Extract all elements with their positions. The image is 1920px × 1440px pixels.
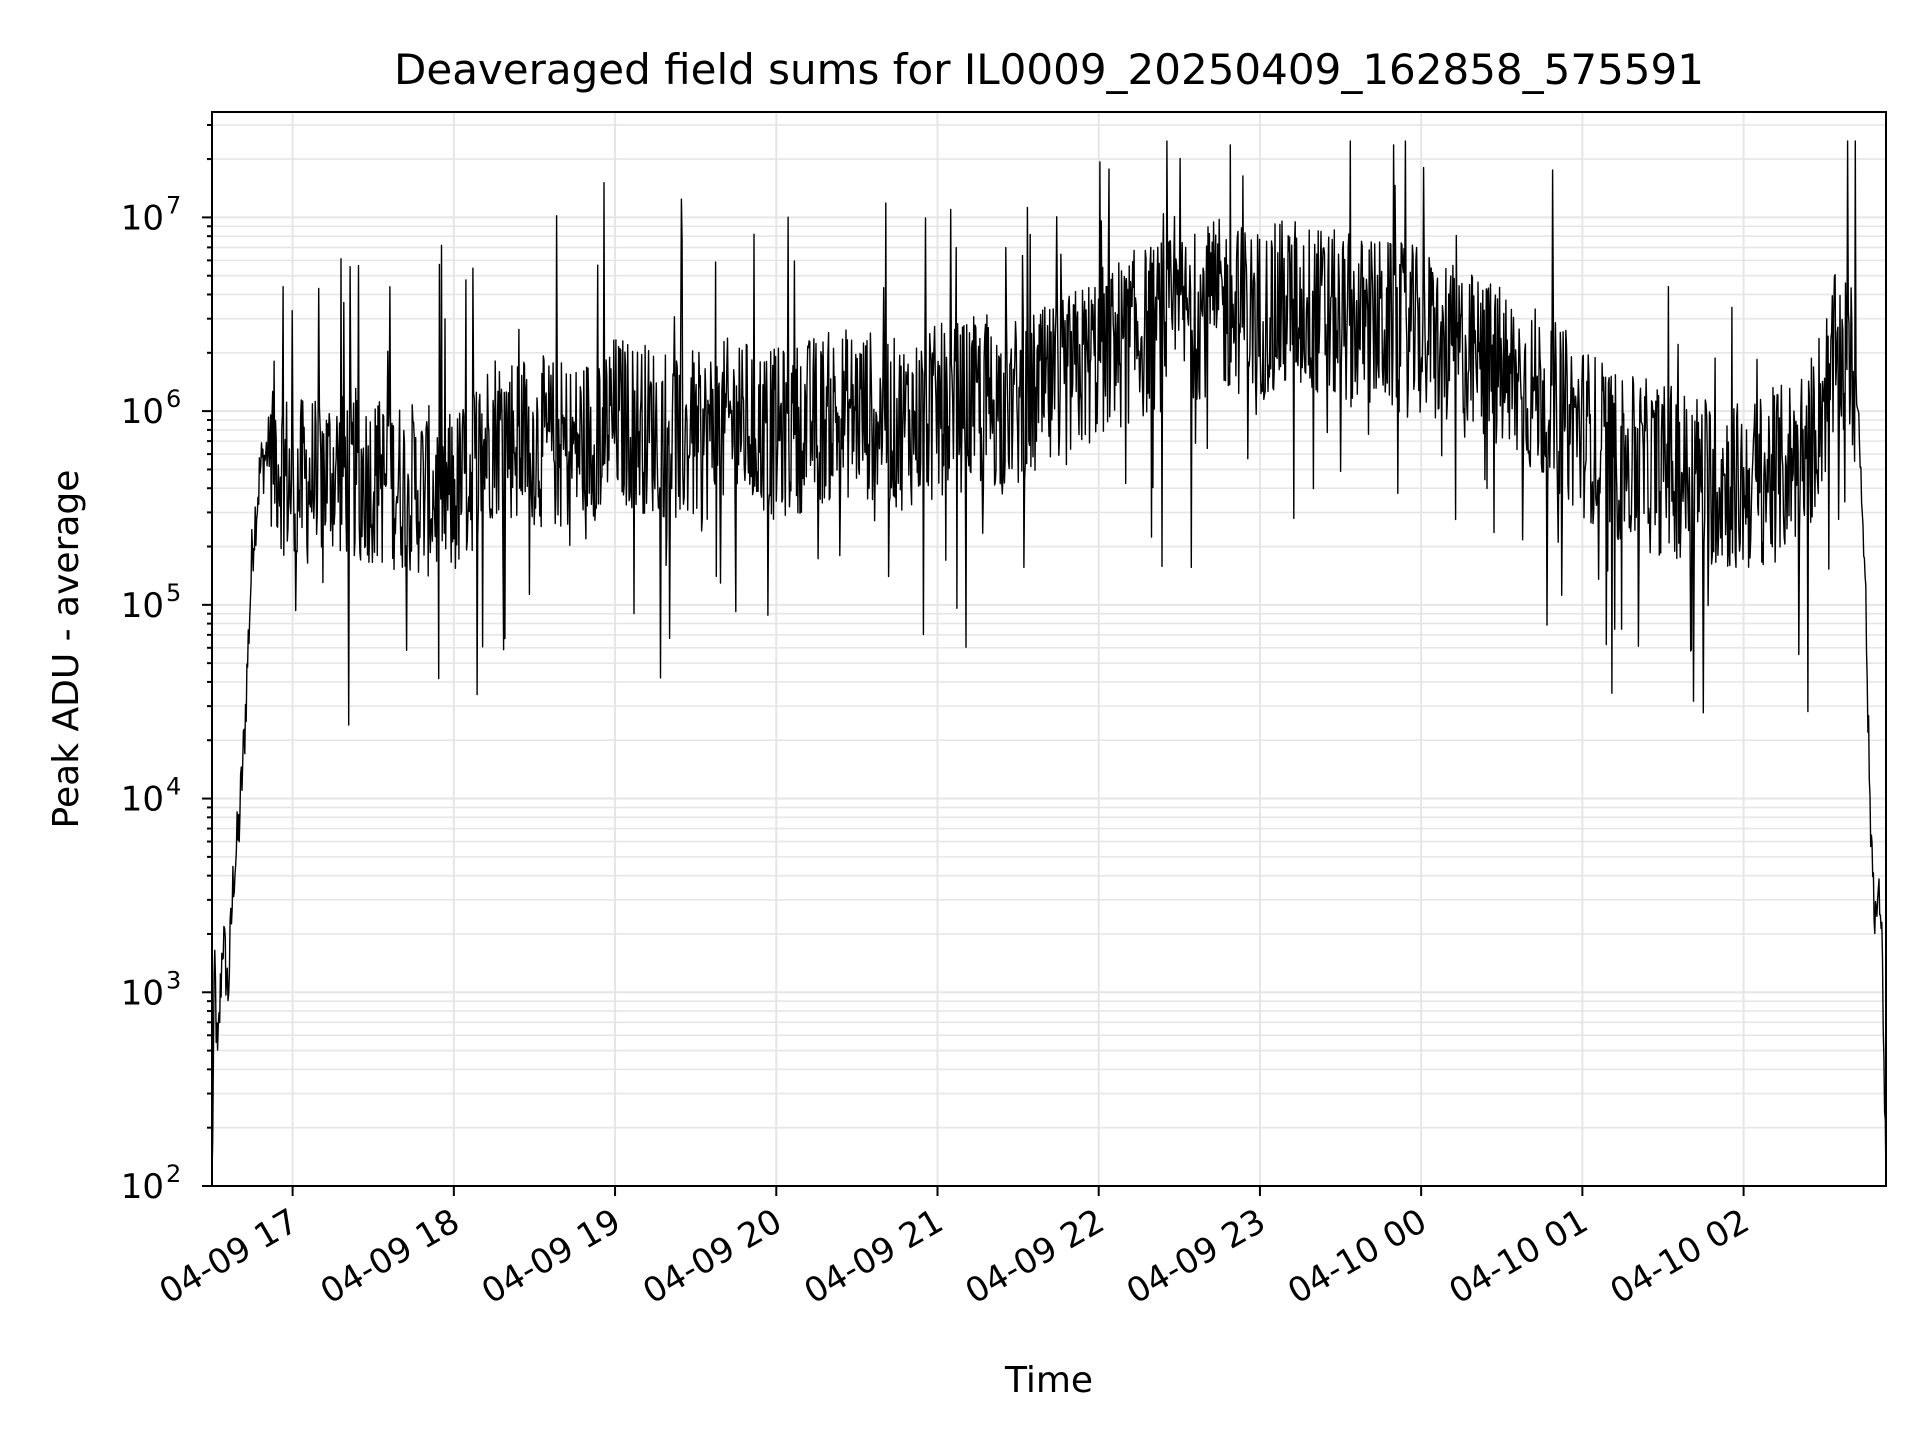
y-tick-exponent: 4 (166, 773, 181, 801)
y-axis-title: Peak ADU - average (46, 470, 87, 829)
series-line (212, 140, 1886, 1186)
y-tick-label: 10 4 (121, 773, 182, 820)
y-tick-label: 10 6 (121, 385, 182, 432)
plot-frame (211, 111, 1887, 1187)
y-tick-exponent: 2 (166, 1160, 181, 1188)
y-tick-label: 10 2 (121, 1160, 182, 1207)
y-tick-base: 10 (121, 392, 164, 432)
y-tick-exponent: 6 (166, 385, 181, 413)
y-tick-label: 10 7 (121, 191, 182, 238)
x-axis-title: Time (1004, 1360, 1093, 1401)
y-tick-base: 10 (121, 780, 164, 820)
y-tick-exponent: 5 (166, 579, 181, 607)
y-tick-base: 10 (121, 1167, 164, 1207)
chart-title: Deaveraged field sums for IL0009_2025040… (394, 45, 1704, 94)
series-layer (212, 140, 1886, 1186)
y-tick-exponent: 7 (166, 191, 181, 219)
y-tick-label: 10 5 (121, 579, 182, 626)
y-tick-base: 10 (121, 586, 164, 626)
y-tick-label: 10 3 (121, 966, 182, 1013)
y-tick-base: 10 (121, 973, 164, 1013)
y-tick-base: 10 (121, 198, 164, 238)
y-tick-exponent: 3 (166, 966, 181, 994)
